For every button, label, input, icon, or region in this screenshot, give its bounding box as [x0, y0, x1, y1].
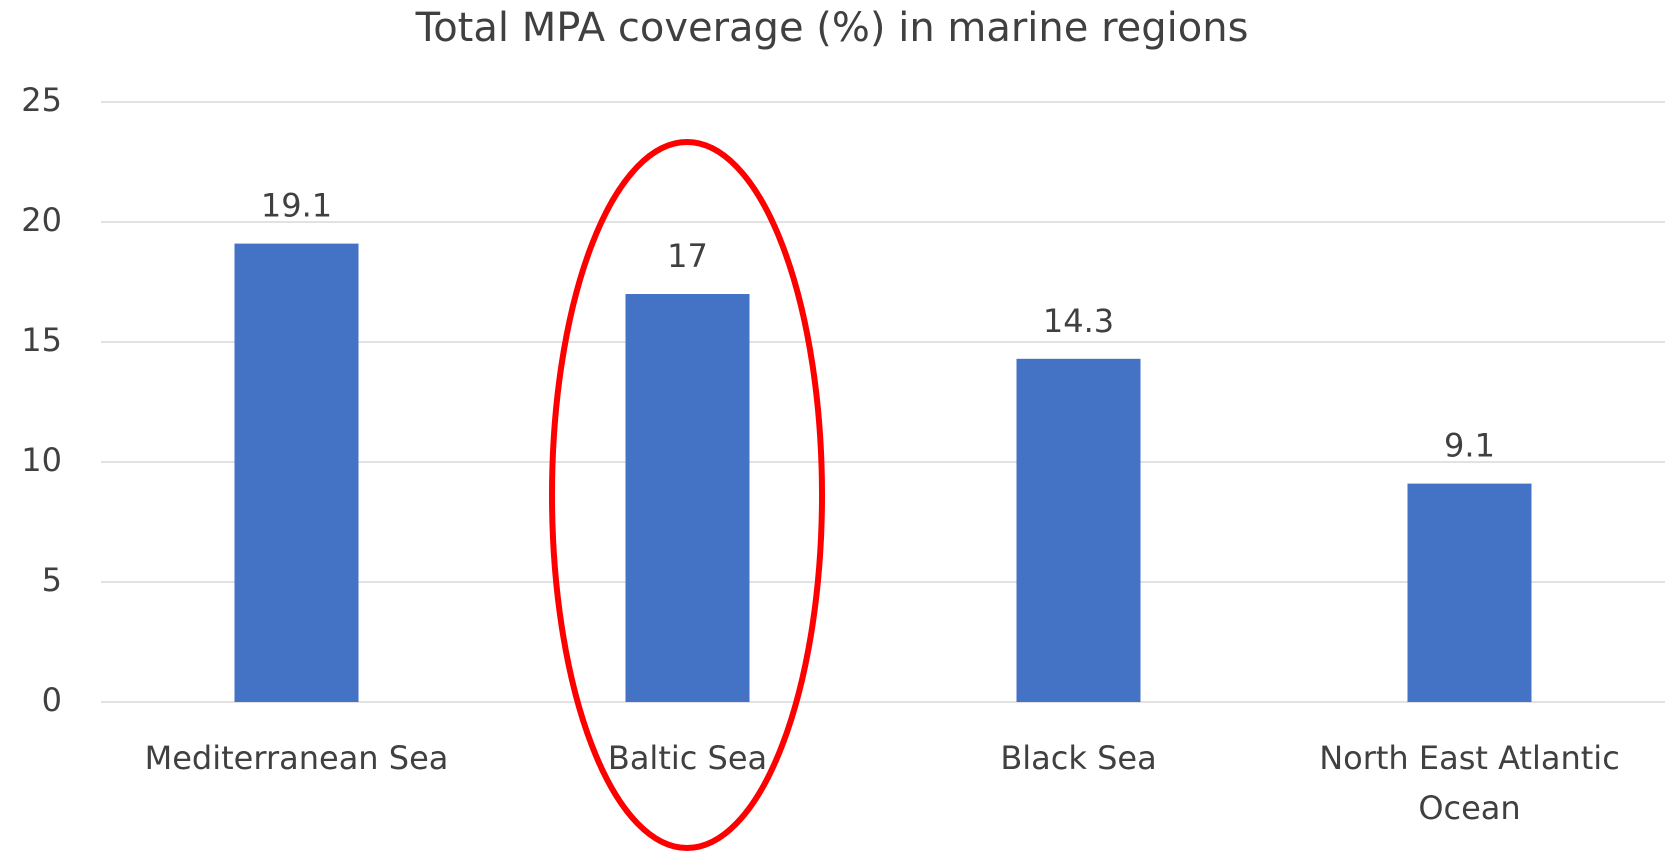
highlight-ellipse: [549, 139, 825, 851]
bar: [234, 243, 359, 702]
data-label: 17: [667, 237, 708, 275]
x-tick-label: Black Sea: [1000, 739, 1157, 777]
data-label: 9.1: [1444, 427, 1495, 465]
y-tick-label: 15: [21, 321, 62, 359]
data-label: 14.3: [1043, 302, 1114, 340]
bar: [1407, 483, 1532, 702]
x-tick-label: Mediterranean Sea: [144, 739, 449, 777]
bar: [625, 294, 750, 702]
x-tick-label: Baltic Sea: [607, 739, 768, 777]
chart-title: Total MPA coverage (%) in marine regions: [415, 5, 1249, 51]
x-tick-label: North East Atlantic Ocean: [1319, 739, 1620, 827]
y-tick-label: 10: [21, 441, 62, 479]
bar: [1016, 358, 1141, 702]
y-tick-label: 5: [42, 561, 62, 599]
y-tick-label: 25: [21, 81, 62, 119]
data-label: 19.1: [261, 187, 332, 225]
y-tick-label: 20: [21, 201, 62, 239]
y-tick-label: 0: [42, 681, 62, 719]
